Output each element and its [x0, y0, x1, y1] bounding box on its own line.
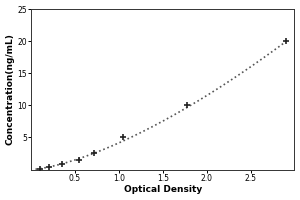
X-axis label: Optical Density: Optical Density [124, 185, 202, 194]
Y-axis label: Concentration(ng/mL): Concentration(ng/mL) [6, 33, 15, 145]
